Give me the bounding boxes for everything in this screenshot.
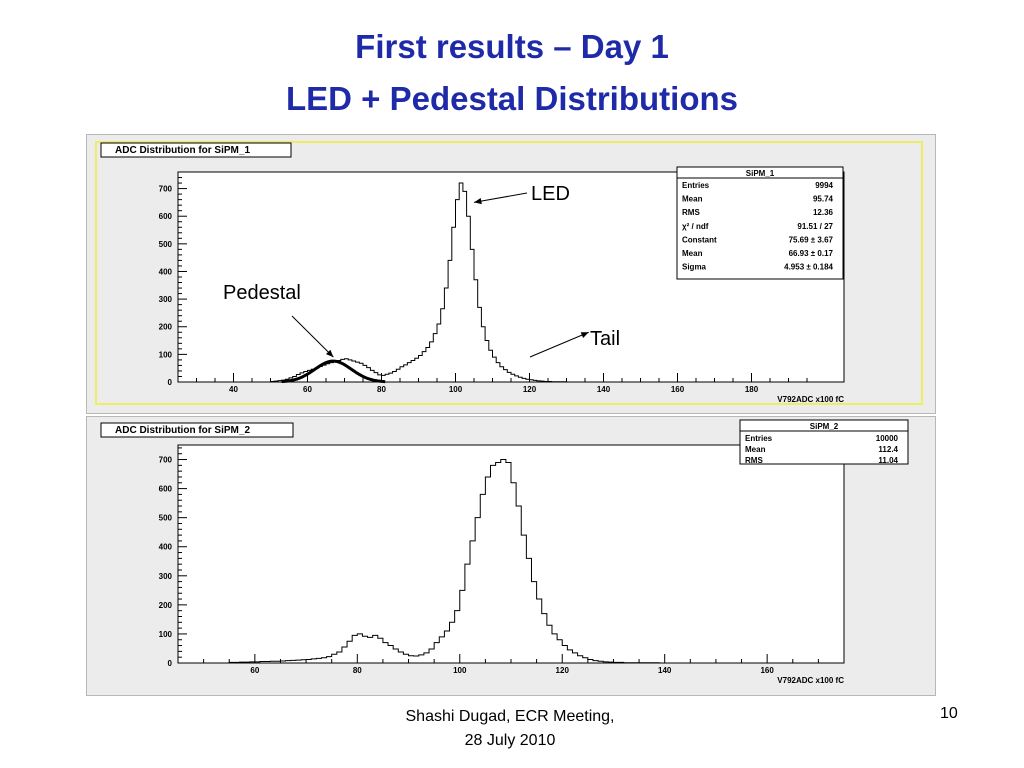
stats-row-label: Mean — [682, 195, 703, 204]
page-number: 10 — [940, 705, 958, 722]
y-tick-label: 300 — [159, 572, 173, 581]
y-tick-label: 700 — [159, 185, 173, 194]
stats-row-value: 12.36 — [813, 208, 834, 217]
stats-row-value: 112.4 — [878, 445, 898, 454]
x-tick-label: 120 — [556, 666, 570, 675]
y-tick-label: 400 — [159, 267, 173, 276]
y-tick-label: 600 — [159, 485, 173, 494]
x-tick-label: 80 — [353, 666, 362, 675]
stats-row-value: 4.953 ± 0.184 — [784, 263, 833, 272]
histogram-sipm2: ADC Distribution for SiPM_2 0 100 200 300 400… — [100, 419, 909, 685]
stats-box-title: SiPM_1 — [746, 169, 775, 178]
stats-row-label: Entries — [682, 181, 710, 190]
chart-title: ADC Distribution for SiPM_2 — [115, 425, 250, 436]
x-tick-label: 160 — [760, 666, 774, 675]
annotation-arrow-head — [325, 349, 334, 358]
x-tick-label: 60 — [250, 666, 259, 675]
x-tick-label: 100 — [453, 666, 467, 675]
x-axis-label: V792ADC x100 fC — [777, 676, 844, 685]
annotation-arrow-head — [474, 198, 482, 205]
x-tick-label: 180 — [745, 385, 759, 394]
footer-date: 28 July 2010 — [464, 732, 556, 749]
histogram-sipm1: ADC Distribution for SiPM_1 0 100 200 300 400… — [100, 142, 845, 404]
x-tick-label: 60 — [303, 385, 312, 394]
histogram-series — [228, 459, 661, 664]
stats-row-label: Entries — [745, 434, 773, 443]
y-tick-label: 600 — [159, 212, 173, 221]
y-tick-label: 100 — [159, 350, 173, 359]
stats-row-value: 10000 — [876, 434, 899, 443]
y-tick-label: 500 — [159, 514, 173, 523]
footer-author-block: Shashi Dugad, ECR Meeting, 28 July 2010 — [350, 705, 670, 753]
y-tick-label: 500 — [159, 240, 173, 249]
stats-row-label: RMS — [682, 208, 700, 217]
y-tick-label: 200 — [159, 323, 173, 332]
x-tick-label: 80 — [377, 385, 386, 394]
chart-title: ADC Distribution for SiPM_1 — [115, 145, 250, 156]
y-tick-label: 700 — [159, 456, 173, 465]
stats-row-label: RMS — [745, 456, 763, 465]
x-tick-label: 140 — [597, 385, 611, 394]
annotation-arrow-head — [580, 332, 589, 338]
stats-row-value: 75.69 ± 3.67 — [789, 235, 834, 244]
stats-row-label: Mean — [745, 445, 766, 454]
y-tick-label: 200 — [159, 601, 173, 610]
x-axis-label: V792ADC x100 fC — [777, 395, 844, 404]
stats-box — [739, 419, 909, 465]
footer-author: Shashi Dugad, ECR Meeting, — [405, 708, 615, 725]
x-tick-label: 40 — [229, 385, 238, 394]
panel-highlight-border — [95, 141, 923, 405]
y-tick-label: 0 — [168, 378, 173, 387]
x-tick-label: 100 — [449, 385, 463, 394]
stats-row-label: Sigma — [682, 263, 707, 272]
annotation-arrow-line — [473, 192, 528, 203]
annotation-label: LED — [531, 183, 570, 205]
x-tick-label: 140 — [658, 666, 672, 675]
chart-panel-sipm1: ADC Distribution for SiPM_1 0 100 200 300 400… — [86, 134, 936, 414]
y-tick-label: 300 — [159, 295, 173, 304]
x-tick-label: 160 — [671, 385, 685, 394]
chart-title-box — [100, 422, 294, 438]
y-tick-label: 0 — [168, 659, 173, 668]
chart-panel-sipm2: ADC Distribution for SiPM_2 0 100 200 300 400… — [86, 416, 936, 696]
y-tick-label: 100 — [159, 630, 173, 639]
stats-row-value: 95.74 — [813, 195, 834, 204]
stats-row-value: 11.04 — [878, 456, 898, 465]
annotation-arrow-line — [291, 315, 334, 358]
stats-row-label: χ² / ndf — [682, 222, 709, 231]
stats-row-value: 66.93 ± 0.17 — [789, 249, 834, 258]
stats-row-label: Constant — [682, 235, 717, 244]
x-tick-label: 120 — [523, 385, 537, 394]
stats-box-title: SiPM_2 — [810, 422, 839, 431]
stats-row-value: 9994 — [815, 181, 833, 190]
annotation-arrow-line — [529, 331, 589, 358]
stats-row-label: Mean — [682, 249, 703, 258]
annotation-label: Pedestal — [223, 282, 301, 304]
slide-title: First results – Day 1 — [355, 28, 669, 65]
stats-row-value: 91.51 / 27 — [797, 222, 833, 231]
stats-box — [676, 166, 844, 280]
chart-title-box — [100, 142, 292, 158]
y-tick-label: 400 — [159, 543, 173, 552]
gaussian-fit-curve — [281, 359, 386, 384]
annotation-label: Tail — [590, 328, 620, 350]
slide-subtitle: LED + Pedestal Distributions — [285, 80, 738, 117]
